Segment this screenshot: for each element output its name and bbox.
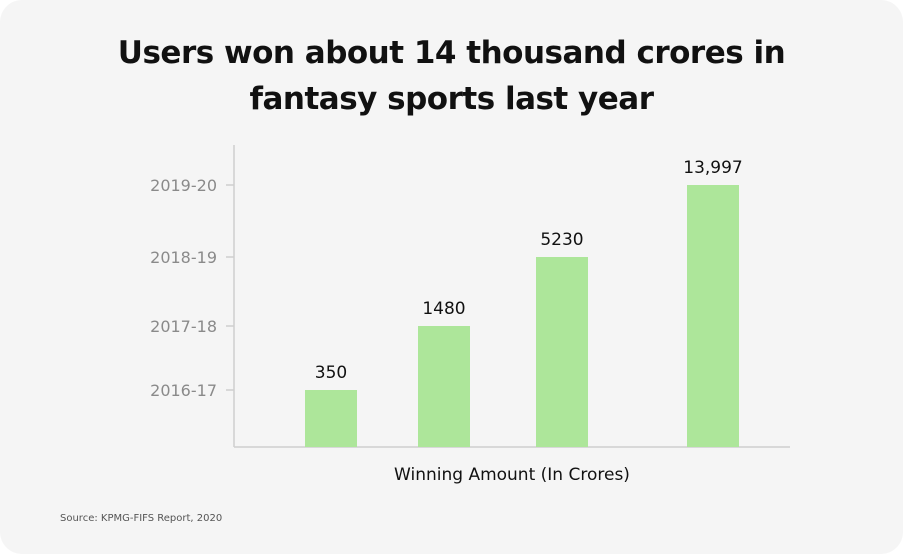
data-label-2019-20: 13,997	[683, 158, 742, 178]
y-tick-label-2017-18: 2017-18	[150, 317, 217, 336]
x-axis-label: Winning Amount (In Crores)	[394, 465, 630, 485]
bar-2018-19	[536, 257, 588, 447]
chart-title: Users won about 14 thousand crores in fa…	[0, 30, 903, 122]
y-tick-label-2019-20: 2019-20	[150, 176, 217, 195]
bar-2017-18	[418, 326, 470, 447]
bar-2019-20	[687, 185, 739, 447]
data-label-2017-18: 1480	[422, 299, 465, 319]
data-label-2016-17: 350	[315, 363, 347, 383]
chart-title-line-1: Users won about 14 thousand crores in	[117, 35, 786, 71]
data-label-2018-19: 5230	[540, 230, 583, 250]
bar-2016-17	[305, 390, 357, 447]
chart-title-line-2: fantasy sports last year	[249, 81, 654, 117]
y-tick-label-2016-17: 2016-17	[150, 381, 217, 400]
source-note: Source: KPMG-FIFS Report, 2020	[60, 513, 223, 524]
y-tick-label-2018-19: 2018-19	[150, 248, 217, 267]
